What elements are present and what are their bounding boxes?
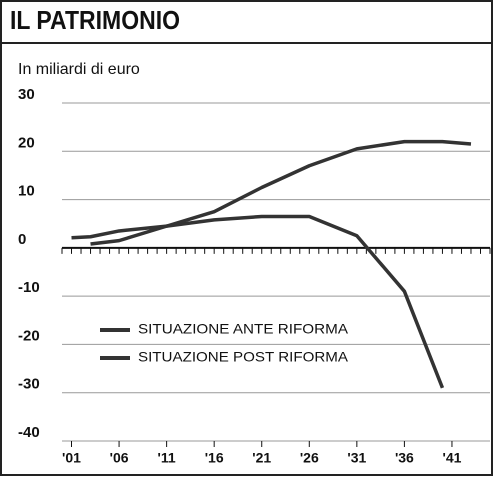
y-tick-label: -30 <box>18 376 40 393</box>
y-tick-label: -10 <box>18 279 40 296</box>
x-tick-label: '36 <box>395 450 414 466</box>
chart-subtitle: In miliardi di euro <box>18 61 140 78</box>
y-tick-label: 0 <box>18 231 26 248</box>
y-tick-label: 20 <box>18 134 35 151</box>
x-tick-label: '21 <box>252 450 271 466</box>
x-tick-label: '41 <box>443 450 462 466</box>
series-line <box>71 139 472 240</box>
x-tick-label: '01 <box>62 450 81 466</box>
x-tick-label: '26 <box>300 450 319 466</box>
series-line <box>90 214 445 389</box>
y-tick-label: 30 <box>18 86 35 103</box>
legend-label: SITUAZIONE ANTE RIFORMA <box>138 321 349 337</box>
x-tick-label: '11 <box>158 450 176 466</box>
legend-label: SITUAZIONE POST RIFORMA <box>138 349 349 365</box>
x-tick-label: '16 <box>205 450 224 466</box>
y-tick-label: -20 <box>18 327 40 344</box>
x-tick-label: '06 <box>110 450 129 466</box>
x-tick-label: '31 <box>347 450 366 466</box>
y-tick-label: 10 <box>18 183 35 200</box>
y-tick-label: -40 <box>18 424 40 441</box>
chart-title: IL PATRIMONIO <box>10 5 180 35</box>
